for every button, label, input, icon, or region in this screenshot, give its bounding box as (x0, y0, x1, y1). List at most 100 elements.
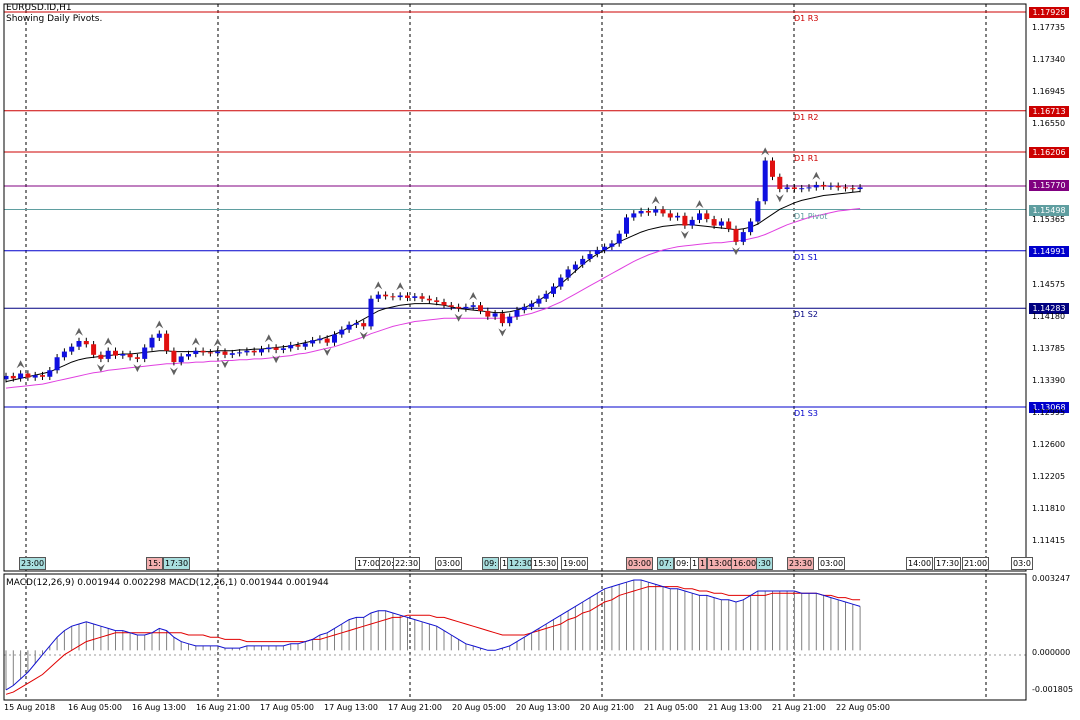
session-time-tag: 21:00 (962, 557, 990, 570)
session-time-tag: 14:00 (906, 557, 934, 570)
fractal-up-arrow (374, 281, 383, 290)
pivot-price-badge: 1.17928 (1029, 7, 1069, 18)
fractal-up-arrow (264, 334, 273, 343)
candle-body (18, 373, 24, 379)
fractal-up-arrow (761, 147, 770, 156)
candle-body (419, 296, 425, 299)
session-time-tag: 07: (657, 557, 674, 570)
candle-body (667, 213, 673, 218)
candle-body (178, 356, 184, 363)
fractal-down-arrow (221, 360, 229, 369)
candle-body (726, 221, 732, 229)
candle-body (368, 298, 374, 327)
candle-body (405, 295, 410, 298)
time-axis-label: 16 Aug 05:00 (68, 703, 122, 712)
session-time-tag: 17:30 (163, 557, 191, 570)
fractal-down-arrow (680, 230, 689, 239)
candle-body (171, 350, 177, 363)
session-time-tag: 17:00 (355, 557, 383, 570)
time-axis-label: 20 Aug 21:00 (580, 703, 634, 712)
fractal-up-arrow (213, 338, 222, 347)
candle-body (733, 228, 739, 242)
candle-body (40, 375, 45, 377)
time-axis-label: 21 Aug 13:00 (708, 703, 762, 712)
candle-body (689, 219, 695, 226)
candle-body (835, 185, 841, 188)
fractal-down-arrow (323, 347, 332, 356)
fractal-down-arrow (732, 247, 740, 256)
macd-axis-label: -0.001805 (1032, 685, 1074, 694)
candle-body (32, 375, 38, 378)
pivot-label: D1 S1 (794, 252, 818, 262)
candle-body (653, 209, 659, 213)
time-axis-label: 17 Aug 21:00 (388, 703, 442, 712)
pivot-price-badge: 1.16713 (1029, 105, 1069, 117)
session-time-tag: 17:30 (934, 557, 962, 570)
time-axis-label: 20 Aug 13:00 (516, 703, 570, 712)
candle-body (718, 221, 724, 226)
candle-body (850, 188, 856, 190)
session-time-tag: 03:0 (1011, 557, 1033, 570)
candle-body (543, 293, 549, 299)
candle-body (441, 301, 447, 306)
candle-body (434, 300, 440, 302)
candle-body (295, 345, 301, 347)
candle-body (186, 354, 191, 357)
candle-body (565, 269, 571, 278)
session-time-tag: 22:30 (393, 557, 421, 570)
candle-body (193, 350, 199, 355)
time-axis-label: 21 Aug 21:00 (772, 703, 826, 712)
fractal-up-arrow (191, 337, 200, 346)
candle-body (156, 333, 162, 338)
candle-body (10, 375, 16, 379)
candle-body (302, 343, 308, 347)
time-axis-label: 16 Aug 21:00 (196, 703, 250, 712)
session-time-tag: :30 (756, 557, 773, 570)
time-axis-label: 16 Aug 13:00 (132, 703, 186, 712)
candle-body (558, 277, 564, 287)
session-time-tag: 03:00 (818, 557, 846, 570)
candle-body (375, 294, 381, 299)
price-axis-label: 1.11810 (1032, 504, 1066, 514)
candle-body (134, 357, 140, 359)
candle-body (397, 295, 403, 298)
session-time-tag: 23:00 (19, 557, 47, 570)
pivot-label: D1 R2 (794, 112, 819, 122)
fractal-up-arrow (396, 282, 405, 291)
candle-body (280, 348, 286, 350)
candle-body (536, 298, 542, 304)
candle-body (142, 347, 148, 359)
candle-body (478, 305, 483, 311)
candle-body (675, 215, 681, 218)
candle-body (660, 209, 666, 214)
candle-body (587, 254, 593, 259)
current-price-badge: 1.15770 (1029, 180, 1069, 191)
candle-body (740, 232, 746, 242)
time-axis-label: 22 Aug 05:00 (836, 703, 890, 712)
candle-body (310, 340, 316, 344)
candle-body (748, 221, 754, 233)
candle-body (25, 373, 31, 378)
ma-slow-line (5, 208, 861, 389)
fractal-up-arrow (75, 327, 83, 336)
candle-body (288, 345, 294, 349)
candle-body (624, 217, 629, 234)
fractal-down-arrow (96, 364, 105, 373)
price-axis-label: 1.12205 (1032, 472, 1066, 482)
price-axis-label: 1.11415 (1032, 536, 1066, 546)
session-time-tag: 16:00 (731, 557, 759, 570)
candle-body (704, 213, 710, 220)
fractal-down-arrow (169, 367, 178, 376)
candle-body (762, 160, 768, 202)
candle-body (149, 337, 155, 348)
candle-body (777, 176, 783, 190)
candle-body (821, 184, 827, 187)
candle-body (857, 187, 863, 190)
candle-body (215, 351, 221, 354)
fractal-up-arrow (155, 320, 164, 329)
price-axis-label: 1.12600 (1032, 440, 1066, 450)
candle-body (237, 352, 243, 354)
candle-body (791, 187, 797, 190)
